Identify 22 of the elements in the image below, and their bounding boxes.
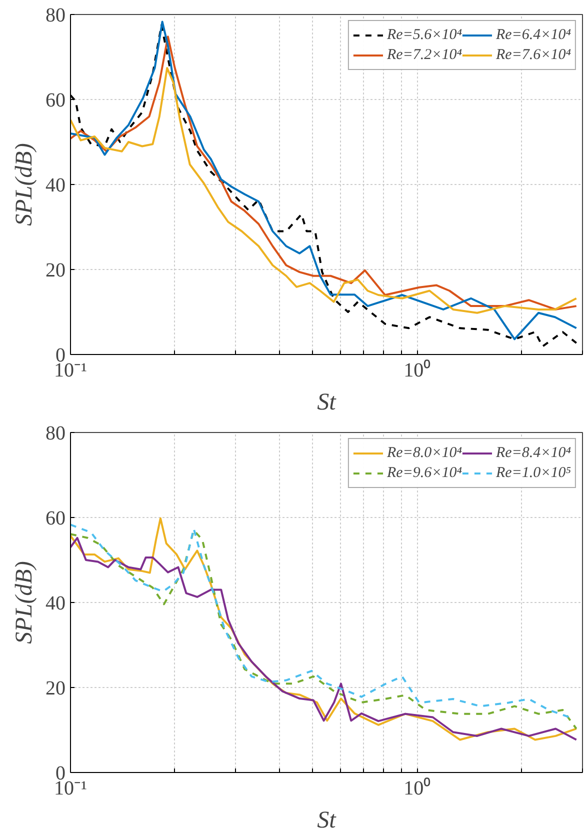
legend-label: Re=7.6×10⁴ [496, 46, 571, 64]
y-axis-title: SPL(dB) [12, 561, 38, 644]
legend-label: Re=8.0×10⁴ [386, 444, 462, 462]
legend-label: Re=8.4×10⁴ [496, 444, 571, 462]
legend-label: Re=6.4×10⁴ [496, 26, 571, 44]
x-axis-title: St [317, 390, 338, 416]
legend-label: Re=5.6×10⁴ [386, 26, 462, 44]
y-tick-label: 60 [46, 90, 66, 112]
x-tick-label: 10⁰ [404, 776, 431, 800]
y-tick-label: 80 [46, 4, 66, 26]
x-tick-label: 10⁰ [404, 358, 431, 382]
x-axis-title: St [317, 808, 338, 834]
legend-label: Re=1.0×10⁵ [496, 464, 571, 482]
y-axis-title: SPL(dB) [12, 143, 38, 226]
y-tick-label: 60 [46, 508, 66, 530]
y-tick-label: 20 [46, 260, 66, 282]
y-tick-label: 40 [46, 592, 66, 614]
y-tick-label: 20 [46, 678, 66, 700]
legend-label: Re=7.2×10⁴ [386, 46, 462, 64]
legend-label: Re=9.6×10⁴ [386, 464, 462, 482]
y-tick-label: 80 [46, 422, 66, 444]
y-tick-label: 40 [46, 174, 66, 196]
